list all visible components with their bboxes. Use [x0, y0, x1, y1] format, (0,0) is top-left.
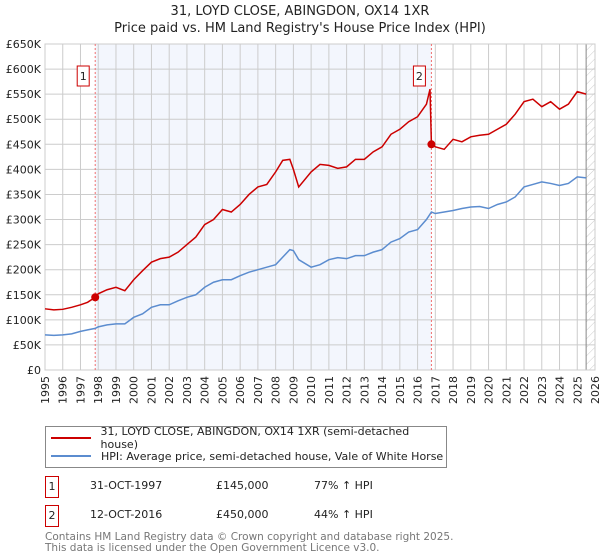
y-tick-label: £450K [6, 138, 42, 151]
y-tick-label: £200K [6, 264, 42, 277]
sale-point [427, 140, 436, 149]
x-tick-label: 2014 [376, 376, 389, 404]
y-tick-label: £300K [6, 214, 42, 227]
x-tick-label: 2008 [270, 376, 283, 404]
annotation-label: 2 [416, 70, 423, 83]
forecast-hatch [586, 44, 595, 370]
x-tick-label: 2011 [323, 376, 336, 404]
transaction-row: 2 12-OCT-2016 £450,000 44% ↑ HPI [45, 505, 545, 527]
annotation-badge [412, 65, 426, 87]
marker-badge: 1 [45, 476, 59, 498]
marker-badge: 2 [45, 505, 59, 527]
x-tick-label: 1996 [57, 376, 70, 404]
x-tick-label: 2003 [181, 376, 194, 404]
series-line [44, 176, 587, 337]
x-tick-label: 1995 [39, 376, 52, 404]
y-tick-label: £500K [6, 113, 42, 126]
annotation-label: 1 [80, 70, 87, 83]
x-tick-label: 2002 [163, 376, 176, 404]
y-tick-label: £600K [6, 63, 42, 76]
chart-subtitle: Price paid vs. HM Land Registry's House … [114, 21, 486, 36]
x-tick-label: 2020 [483, 376, 496, 404]
transaction-hpi: 44% ↑ HPI [314, 508, 373, 521]
legend-item-property: 31, LOYD CLOSE, ABINGDON, OX14 1XR (semi… [51, 425, 446, 451]
x-tick-label: 1998 [92, 376, 105, 404]
y-tick-label: £400K [6, 163, 42, 176]
x-tick-label: 2026 [589, 376, 600, 404]
chart-title: 31, LOYD CLOSE, ABINGDON, OX14 1XR [170, 4, 430, 19]
y-tick-label: £250K [6, 239, 42, 252]
plot-frame [44, 43, 596, 371]
legend-label: HPI: Average price, semi-detached house,… [101, 449, 444, 463]
y-tick-label: £150K [6, 289, 42, 302]
y-tick-label: £650K [6, 38, 42, 51]
legend-label: 31, LOYD CLOSE, ABINGDON, OX14 1XR (semi… [100, 425, 410, 451]
x-tick-label: 2021 [500, 376, 513, 404]
annotation-badge [76, 65, 90, 87]
y-tick-label: £100K [6, 314, 42, 327]
x-tick-label: 1997 [74, 376, 87, 404]
x-tick-label: 2018 [447, 376, 460, 404]
x-tick-label: 2013 [358, 376, 371, 404]
x-tick-label: 2017 [429, 376, 442, 404]
sale-point [91, 293, 100, 302]
transaction-price: £450,000 [216, 508, 269, 521]
x-tick-label: 2000 [128, 376, 141, 404]
x-tick-label: 2010 [305, 376, 318, 404]
transaction-row: 1 31-OCT-1997 £145,000 77% ↑ HPI [45, 476, 545, 498]
y-tick-label: £50K [13, 339, 42, 352]
x-tick-label: 1999 [110, 376, 123, 404]
x-tick-label: 2005 [216, 376, 229, 404]
series-line [44, 88, 587, 311]
legend-swatch [51, 455, 91, 457]
footer: Contains HM Land Registry data © Crown c… [45, 532, 453, 554]
x-tick-label: 2004 [199, 376, 212, 404]
x-tick-label: 2019 [465, 376, 478, 404]
x-tick-label: 2007 [252, 376, 265, 404]
x-tick-label: 2001 [145, 376, 158, 404]
legend-swatch [51, 437, 91, 439]
x-tick-label: 2025 [571, 376, 584, 404]
footer-line: Contains HM Land Registry data © Crown c… [45, 531, 454, 543]
transaction-date: 12-OCT-2016 [90, 508, 163, 521]
y-tick-label: £550K [6, 88, 42, 101]
transaction-date: 31-OCT-1997 [90, 479, 163, 492]
sale-period-shading [95, 44, 432, 370]
transaction-price: £145,000 [216, 479, 269, 492]
legend-item-hpi: HPI: Average price, semi-detached house,… [51, 448, 443, 464]
x-tick-label: 2006 [234, 376, 247, 404]
x-tick-label: 2023 [536, 376, 549, 404]
x-tick-label: 2009 [287, 376, 300, 404]
x-tick-label: 2024 [554, 376, 567, 404]
x-tick-label: 2015 [394, 376, 407, 404]
legend: 31, LOYD CLOSE, ABINGDON, OX14 1XR (semi… [45, 425, 447, 468]
x-tick-label: 2016 [412, 376, 425, 404]
y-tick-label: £350K [6, 188, 42, 201]
y-tick-label: £0 [27, 364, 41, 377]
x-tick-label: 2022 [518, 376, 531, 404]
x-tick-label: 2012 [341, 376, 354, 404]
price-chart: 1995 1996 1997 1998 1999 2000 2001 2002 2003 2004… [6, 38, 600, 404]
transaction-hpi: 77% ↑ HPI [314, 479, 373, 492]
footer-line: This data is licensed under the Open Gov… [45, 542, 380, 554]
